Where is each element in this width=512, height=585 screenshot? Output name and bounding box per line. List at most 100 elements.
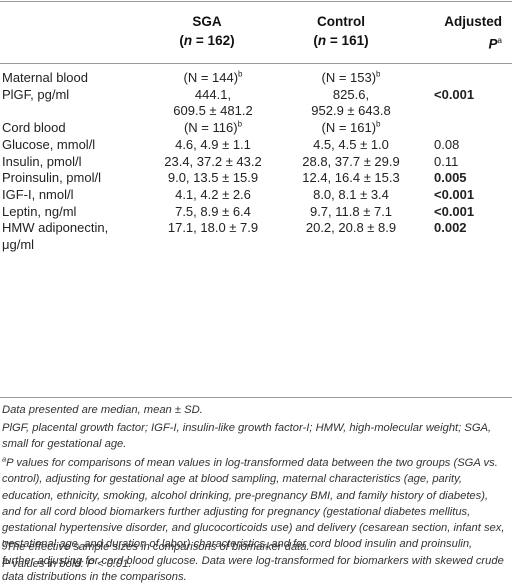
cell-p-value: 0.005 (434, 170, 467, 186)
cell-control: 8.0, 8.1 ± 3.4 (276, 187, 426, 204)
footnote-data-presented: Data presented are median, mean ± SD. (2, 404, 203, 416)
cell-sga: (N = 144)b (150, 70, 276, 87)
table-row: Leptin, ng/ml 7.5, 8.9 ± 6.4 9.7, 11.8 ± 7… (0, 204, 512, 221)
header-rule (0, 63, 512, 64)
cell-control: 28.8, 37.7 ± 29.9 (276, 154, 426, 171)
header-control-n-value: = 161) (326, 33, 369, 48)
table-row: Proinsulin, pmol/l 9.0, 13.5 ± 15.9 12.4, … (0, 170, 512, 187)
cell-sga-value: 4.6, 4.9 ± 1.1 (175, 136, 251, 152)
cell-control: 4.5, 4.5 ± 1.0 (276, 137, 426, 154)
row-label: Cord blood (2, 120, 66, 136)
cell-p-value: 0.08 (434, 136, 460, 152)
top-rule (0, 1, 512, 2)
cell-sga-value: 609.5 ± 481.2 (173, 103, 253, 119)
cell-control-value: 4.5, 4.5 ± 1.0 (313, 136, 389, 152)
cell-sga: (N = 116)b (150, 120, 276, 137)
table-row: Glucose, mmol/l 4.6, 4.9 ± 1.1 4.5, 4.5 ± … (0, 137, 512, 154)
table-row: PlGF, pg/ml 444.1, 825.6, <0.001 (0, 87, 512, 104)
cell-p-value: 0.11 (434, 153, 459, 169)
data-table-body: Maternal blood (N = 144)b (N = 153)b PlGF, … (0, 70, 512, 254)
footnote-bold-note: P values in bold: P < 0.01. (2, 558, 132, 570)
cell-sga-value: (N = 144) (183, 70, 239, 85)
header-adjusted: Adjusted Pa (436, 12, 502, 54)
cell-control: 9.7, 11.8 ± 7.1 (276, 204, 426, 221)
cell-p-value: <0.001 (434, 186, 475, 202)
footnote-b-marker: b (2, 538, 7, 548)
row-label: HMW adiponectin, (2, 220, 109, 236)
cell-sga-footnote-marker: b (237, 119, 243, 129)
cell-sga-value: 17.1, 18.0 ± 7.9 (167, 220, 259, 236)
row-label: Insulin, pmol/l (2, 153, 82, 169)
cell-sga: 4.6, 4.9 ± 1.1 (150, 137, 276, 154)
cell-sga-value: 23.4, 37.2 ± 43.2 (164, 153, 262, 169)
cell-control-value: 20.2, 20.8 ± 8.9 (305, 220, 397, 236)
row-label: Leptin, ng/ml (2, 203, 77, 219)
cell-control-value: 9.7, 11.8 ± 7.1 (309, 203, 393, 219)
header-control-n-var: n (317, 33, 327, 48)
row-label: Maternal blood (2, 70, 88, 85)
table-row: μg/ml (0, 237, 512, 254)
cell-sga: 17.1, 18.0 ± 7.9 (150, 220, 276, 237)
header-sga-n-value: = 162) (192, 33, 235, 48)
cell-p-value: 0.002 (434, 220, 467, 236)
header-sga-title: SGA (192, 14, 222, 29)
cell-sga: 7.5, 8.9 ± 6.4 (150, 204, 276, 221)
cell-sga: 9.0, 13.5 ± 15.9 (150, 170, 276, 187)
table-row: HMW adiponectin, 17.1, 18.0 ± 7.9 20.2, 20… (0, 220, 512, 237)
table-row: Cord blood (N = 116)b (N = 161)b (0, 120, 512, 137)
cell-sga: 4.1, 4.2 ± 2.6 (150, 187, 276, 204)
header-control-n-open: ( (313, 33, 318, 48)
header-adjusted-title: Adjusted (444, 14, 502, 29)
cell-p-value: <0.001 (434, 86, 475, 102)
header-sga-n-var: n (183, 33, 193, 48)
cell-control: 825.6, (276, 87, 426, 104)
cell-control-footnote-marker: b (376, 69, 381, 79)
header-adjusted-p-letter: P (488, 36, 498, 52)
cell-p-value: <0.001 (434, 203, 475, 219)
cell-control: (N = 153)b (276, 70, 426, 87)
cell-sga-value: 7.5, 8.9 ± 6.4 (175, 203, 251, 219)
cell-sga-value: 9.0, 13.5 ± 15.9 (167, 170, 259, 186)
cell-sga: 609.5 ± 481.2 (150, 103, 276, 120)
cell-control-value: 12.4, 16.4 ± 15.3 (302, 170, 400, 186)
header-sga: SGA (n = 162) (147, 12, 267, 50)
cell-p-value (426, 70, 512, 87)
cell-control: 20.2, 20.8 ± 8.9 (276, 220, 426, 237)
header-adjusted-p: Pa (436, 31, 502, 54)
cell-p-value (426, 103, 512, 120)
table-row: IGF-I, nmol/l 4.1, 4.2 ± 2.6 8.0, 8.1 ± 3.… (0, 187, 512, 204)
cell-control-footnote-marker: b (376, 119, 381, 129)
cell-sga (150, 237, 276, 254)
row-label: Glucose, mmol/l (2, 136, 96, 152)
cell-control: (N = 161)b (276, 120, 426, 137)
cell-sga: 23.4, 37.2 ± 43.2 (150, 154, 276, 171)
cell-control-value: 825.6, (332, 86, 370, 102)
cell-sga-value: 444.1, (194, 86, 232, 102)
cell-sga: 444.1, (150, 87, 276, 104)
table-row: 609.5 ± 481.2 952.9 ± 643.8 (0, 103, 512, 120)
header-control-n: (n = 161) (276, 31, 406, 50)
cell-control-value: (N = 161) (321, 120, 377, 136)
header-control: Control (n = 161) (276, 12, 406, 50)
cell-control-value: 952.9 ± 643.8 (311, 103, 391, 119)
footnote-a-marker: a (2, 454, 7, 464)
footnote-abbreviations: PlGF, placental growth factor; IGF-I, in… (2, 422, 492, 451)
cell-sga-footnote-marker: b (238, 69, 243, 79)
cell-sga-value: 4.1, 4.2 ± 2.6 (175, 186, 251, 202)
cell-control-value: 28.8, 37.7 ± 29.9 (302, 153, 400, 169)
cell-sga-value: (N = 116) (183, 120, 238, 136)
cell-p-value (426, 120, 512, 137)
cell-control: 952.9 ± 643.8 (276, 103, 426, 120)
header-sga-n-open: ( (179, 33, 184, 48)
row-label: IGF-I, nmol/l (2, 186, 74, 202)
table-row: Insulin, pmol/l 23.4, 37.2 ± 43.2 28.8, 37… (0, 154, 512, 171)
cell-control: 12.4, 16.4 ± 15.3 (276, 170, 426, 187)
row-label (0, 103, 150, 120)
data-table: Maternal blood (N = 144)b (N = 153)b PlGF, … (0, 70, 512, 254)
cell-control-value: (N = 153) (321, 70, 377, 85)
row-label: PlGF, pg/ml (2, 86, 70, 102)
cell-control-value: 8.0, 8.1 ± 3.4 (313, 186, 389, 202)
cell-p-value (426, 237, 512, 254)
header-control-title: Control (317, 14, 365, 29)
